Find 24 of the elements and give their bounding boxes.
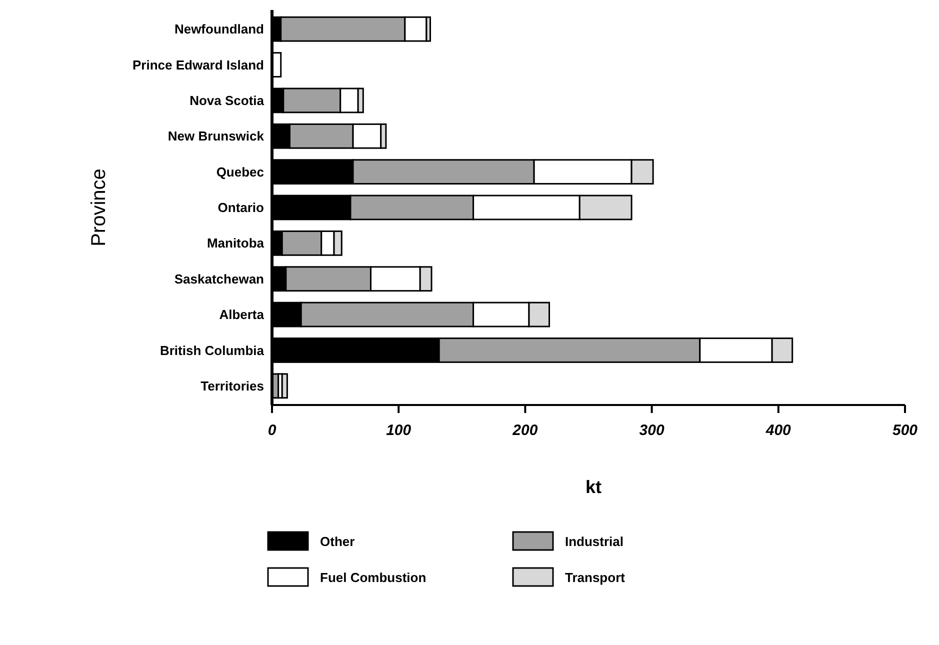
x-tick-label: 200 <box>512 422 538 439</box>
y-tick-label: Ontario <box>218 200 264 216</box>
x-tick-label: 300 <box>639 422 665 439</box>
legend-label: Transport <box>565 570 626 585</box>
x-tick-label: 100 <box>386 422 412 439</box>
x-tick-label: 500 <box>892 422 918 439</box>
y-tick-label: Territories <box>200 378 264 394</box>
y-tick-label: Nova Scotia <box>190 93 265 108</box>
y-tick-label: Newfoundland <box>174 22 264 37</box>
x-tick-label: 400 <box>764 422 792 439</box>
legend-label: Other <box>320 534 355 549</box>
x-tick-label: 0 <box>268 422 277 439</box>
y-tick-label: Prince Edward Island <box>132 57 264 72</box>
bar <box>281 373 288 399</box>
y-tick-label: Quebec <box>216 164 264 180</box>
x-axis-title: kt <box>585 477 602 497</box>
y-tick-label: Alberta <box>219 307 265 322</box>
y-tick-label: Saskatchewan <box>174 271 264 286</box>
y-axis-title: Province <box>88 168 110 246</box>
legend-label: Industrial <box>565 534 624 549</box>
y-tick-label: Manitoba <box>206 236 265 251</box>
y-tick-label: British Columbia <box>160 342 265 358</box>
legend-label: Fuel Combustion <box>320 570 426 585</box>
y-tick-label: New Brunswick <box>168 128 265 144</box>
